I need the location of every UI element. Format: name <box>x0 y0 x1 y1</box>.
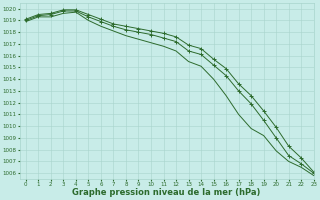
X-axis label: Graphe pression niveau de la mer (hPa): Graphe pression niveau de la mer (hPa) <box>72 188 261 197</box>
